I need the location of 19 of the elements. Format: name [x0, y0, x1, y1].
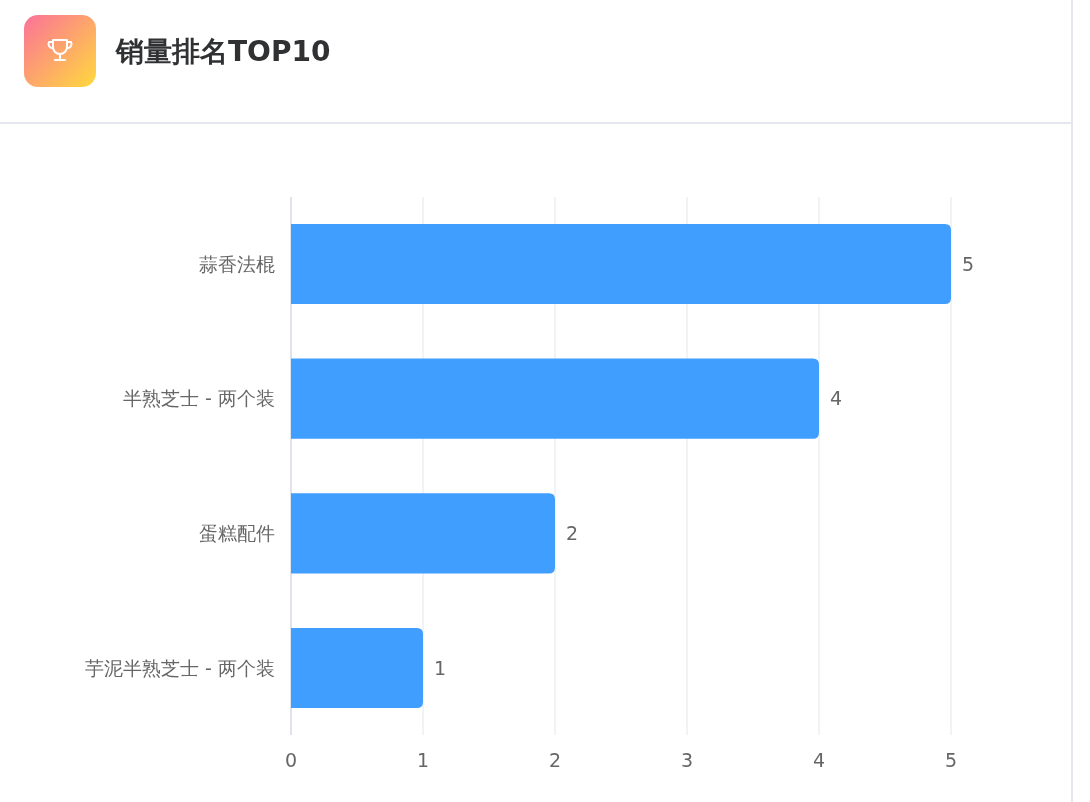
x-tick-label: 3 [680, 748, 694, 771]
x-tick-label: 0 [284, 748, 298, 771]
chart-title: 销量排名TOP10 [115, 34, 331, 68]
bar [291, 358, 819, 439]
bar [291, 223, 951, 305]
data-label: 5 [962, 252, 975, 275]
y-tick-label: 蛋糕配件 [199, 521, 275, 544]
bar [291, 627, 423, 709]
x-tick-label: 4 [812, 748, 826, 771]
x-tick-label: 1 [416, 748, 430, 771]
y-tick-label: 半熟芝士 - 两个装 [123, 387, 275, 410]
data-label: 4 [830, 387, 843, 410]
x-tick-label: 2 [548, 748, 562, 771]
x-tick-label: 5 [944, 748, 958, 771]
y-tick-label: 蒜香法棍 [199, 252, 275, 275]
bar [291, 493, 555, 574]
data-label: 2 [566, 521, 579, 544]
data-label: 1 [434, 656, 447, 679]
y-tick-label: 芋泥半熟芝士 - 两个装 [85, 656, 275, 679]
